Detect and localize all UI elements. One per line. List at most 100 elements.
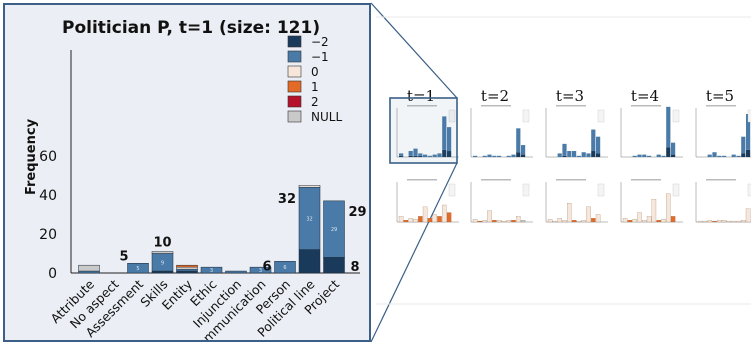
thumb-bar	[656, 220, 661, 223]
thumb-bar	[745, 208, 751, 223]
connector-line	[370, 2, 458, 99]
y-tick-label: 20	[39, 227, 57, 243]
thumb-bar	[516, 152, 521, 157]
annotation-label: 29	[349, 205, 367, 220]
thumb-bar	[437, 153, 442, 157]
thumb-bar	[670, 216, 676, 223]
bar-segment	[176, 264, 198, 268]
bar-inner-label: 32	[306, 216, 312, 222]
bar-inner-label: 3	[259, 268, 262, 274]
thumb-title	[481, 105, 511, 107]
thumb-bar	[521, 145, 526, 155]
legend-label: 1	[311, 80, 319, 94]
thumb-bar	[408, 155, 413, 157]
thumb-bar	[482, 155, 487, 157]
thumb-bar	[721, 220, 727, 223]
thumb-bar	[697, 220, 703, 223]
legend-label: 2	[311, 95, 319, 109]
bar-segment	[298, 249, 321, 274]
thumb-bar	[707, 220, 712, 223]
highlight-frame	[389, 97, 458, 164]
thumb-bar	[473, 155, 478, 157]
thumb-bar	[741, 136, 746, 154]
thumb-bar	[399, 153, 404, 156]
legend-label: −1	[311, 50, 329, 64]
thumb-bar	[666, 193, 671, 223]
thumb-bar	[661, 219, 666, 223]
thumb-bar	[408, 218, 413, 223]
y-tick-label: 0	[48, 266, 57, 282]
thumb-legend	[522, 109, 530, 123]
thumb-title	[407, 179, 437, 181]
thumb-bar	[666, 147, 671, 157]
legend-label: NULL	[311, 110, 342, 124]
thumb-title	[556, 179, 586, 181]
annotations: 5 10 6 32 29 8	[119, 192, 366, 275]
thumb-title	[706, 179, 736, 181]
thumb-bar	[516, 128, 521, 153]
thumb-bar	[413, 155, 418, 157]
thumb-bar	[487, 210, 492, 223]
thumb-legend	[522, 183, 530, 197]
thumb-bar	[632, 219, 637, 223]
thumb-bar	[702, 220, 708, 223]
thumb-bar	[622, 218, 628, 223]
bar-segment	[127, 263, 149, 274]
legend-label: 0	[311, 65, 319, 79]
thumb-bar	[571, 220, 577, 223]
legend-swatch	[287, 110, 302, 123]
thumb-bar	[423, 154, 428, 157]
thumb-bar	[557, 218, 562, 223]
thumb-bar	[562, 155, 567, 157]
legend-label: −2	[311, 35, 329, 49]
thumb-bar	[447, 127, 452, 152]
thumb-bar	[487, 154, 492, 157]
annotation-label: 32	[278, 192, 296, 207]
thumb-bar	[627, 220, 633, 223]
annotation-label: 5	[119, 249, 128, 264]
thumb-bar	[632, 155, 637, 157]
thumb-bar	[726, 220, 732, 223]
thumb-bar	[572, 151, 577, 157]
thumb-bar	[511, 220, 516, 223]
bar-segment	[298, 185, 321, 188]
thumb-bar	[591, 129, 596, 152]
thumb-bar	[427, 155, 432, 157]
time-label: t=5	[706, 87, 734, 105]
thumb-bar	[671, 142, 676, 155]
thumb-bar	[712, 220, 717, 223]
thumb-bar	[432, 214, 437, 223]
thumb-bar	[446, 212, 452, 223]
thumb-bar	[731, 220, 736, 223]
annotation-label: 6	[262, 259, 271, 274]
thumb-bar	[437, 216, 442, 223]
thumb-bar	[717, 155, 722, 157]
thumb-bar	[637, 212, 642, 223]
bar-segment	[78, 264, 100, 272]
bar-segment	[323, 257, 345, 274]
bar-segment	[274, 261, 296, 274]
time-label: t=4	[631, 87, 659, 105]
thumb-bar	[717, 220, 722, 223]
thumb-bar	[666, 106, 671, 148]
time-label: t=3	[556, 87, 584, 105]
thumb-bar	[731, 154, 736, 157]
thumb-legend	[672, 183, 680, 197]
bar-inner-label: 3	[210, 268, 213, 274]
thumb-bar	[736, 155, 741, 157]
thumb-bar	[591, 151, 596, 157]
thumb-legend	[597, 183, 605, 197]
thumb-bar	[596, 153, 601, 157]
thumb-bar	[501, 220, 507, 223]
annotation-label: 8	[351, 260, 360, 275]
thumb-bar	[712, 152, 717, 157]
thumb-bar	[671, 154, 676, 157]
thumb-bar	[408, 151, 413, 156]
bar-inner-label: 9	[161, 260, 164, 266]
thumb-bar	[442, 116, 447, 150]
thumb-bar	[511, 154, 516, 157]
